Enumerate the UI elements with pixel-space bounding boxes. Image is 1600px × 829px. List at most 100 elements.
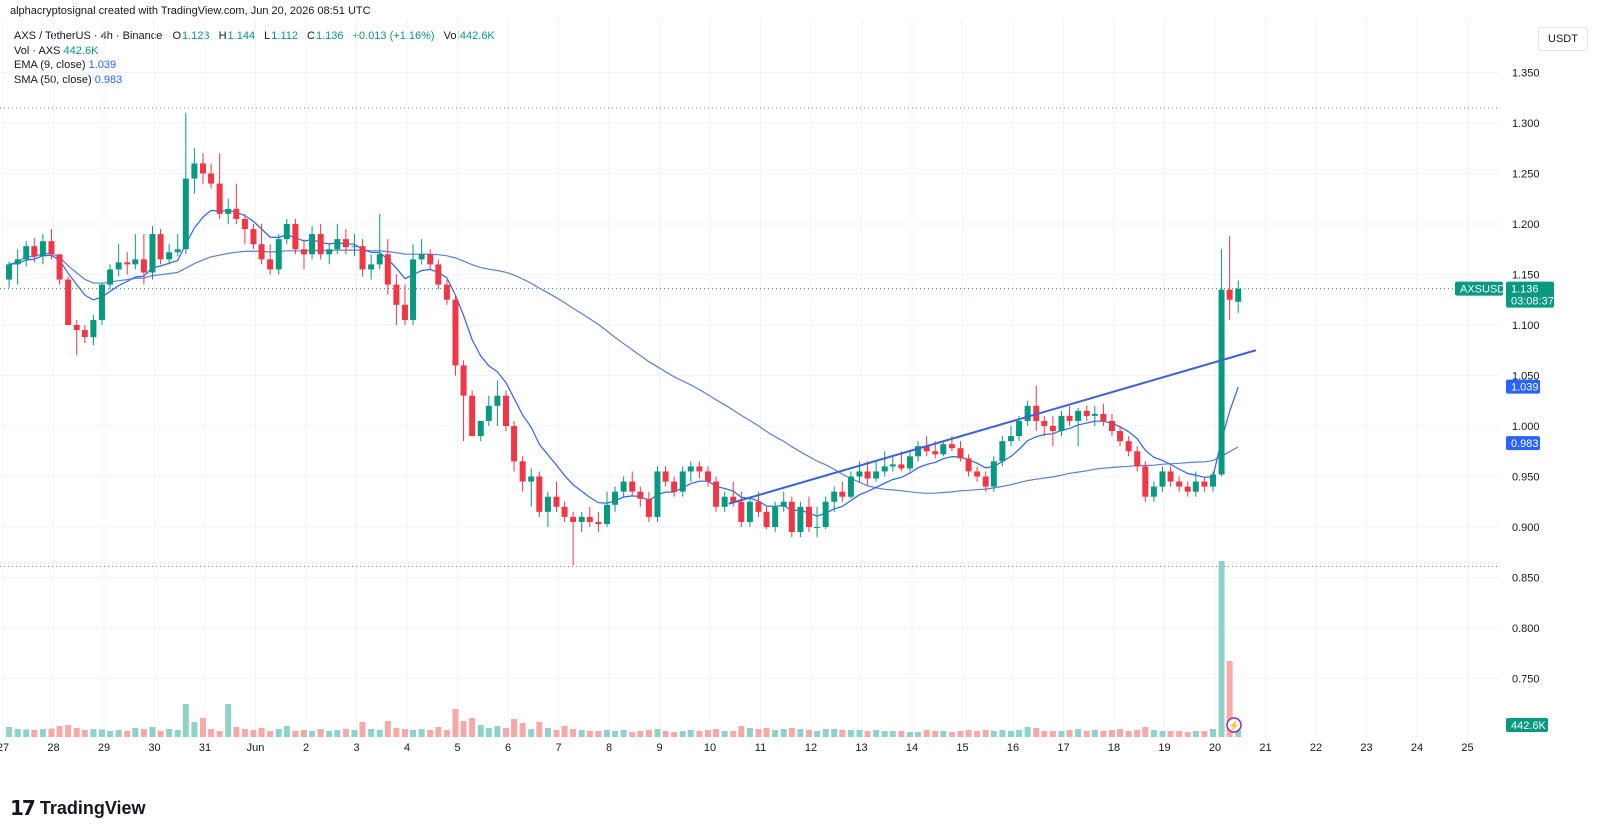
candle-body (578, 516, 585, 522)
sma-tag-bg (1506, 436, 1540, 451)
volume-bar (208, 729, 215, 737)
last-price-tag-bg (1506, 281, 1554, 308)
lightning-badge-icon (1226, 717, 1242, 733)
candle-body (1142, 466, 1149, 497)
volume-bar (1007, 731, 1014, 737)
volume-bar (974, 731, 981, 737)
candle-body (679, 471, 686, 492)
candle-body (452, 299, 459, 366)
candle-body (847, 476, 854, 497)
volume-bar (300, 730, 307, 737)
candle-body (115, 262, 122, 270)
currency-selector[interactable]: USDT (1538, 27, 1588, 51)
time-tick-label: 15 (956, 742, 968, 754)
volume-bar (1091, 730, 1098, 737)
candle-body (586, 516, 593, 522)
time-tick-label: 23 (1360, 742, 1372, 754)
candle-body (166, 252, 173, 260)
volume-bar (671, 732, 678, 737)
volume-bar (629, 732, 636, 737)
volume-bar (1218, 561, 1225, 737)
volume-bar (856, 730, 863, 737)
candle-body (1184, 486, 1191, 492)
volume-bar (199, 718, 206, 737)
time-tick-label: 21 (1259, 742, 1271, 754)
volume-bar (654, 729, 661, 737)
price-tick-label: 1.100 (1512, 320, 1540, 332)
volume-bar (191, 722, 198, 737)
candle-body (1108, 420, 1115, 432)
volume-study-label[interactable]: Vol · AXS (14, 44, 61, 57)
candle-body (965, 458, 972, 472)
ema-study-label[interactable]: EMA (9, close) (14, 59, 86, 71)
price-tick-label: 1.350 (1512, 68, 1540, 80)
high-value: 1.144 (227, 30, 256, 42)
candle-body (898, 464, 905, 469)
symbol-title[interactable]: AXS / TetherUS · 4h · Binance (14, 30, 163, 42)
candle-body (1218, 289, 1225, 475)
moving-averages (8, 209, 1239, 517)
open-value: 1.123 (182, 30, 210, 42)
volume-bar (831, 729, 838, 737)
candle-body (713, 481, 720, 507)
volume-bar (14, 729, 21, 737)
candle-body (620, 481, 627, 492)
time-tick-label: 31 (199, 742, 211, 754)
ema-study-row[interactable]: EMA (9, close) 1.039 (14, 58, 501, 73)
candle-body (216, 183, 223, 214)
candle-body (1024, 405, 1031, 421)
candle-body (384, 254, 391, 285)
volume-study-row[interactable]: Vol · AXS 442.6K (14, 44, 501, 59)
volume-bar (1134, 730, 1141, 737)
volume-bar (427, 730, 434, 737)
time-tick-label: Jun (247, 742, 265, 754)
time-tick-label: 14 (906, 742, 918, 754)
symbol-ohlc-row[interactable]: AXS / TetherUS · 4h · Binance O1.123 H1.… (14, 29, 501, 44)
volume-study-value: 442.6K (63, 44, 99, 57)
volume-bar (149, 727, 156, 737)
time-axis: 2728293031Jun234567891011121314151617181… (0, 742, 1474, 754)
volume-bar (56, 726, 63, 737)
candle-body (873, 471, 880, 479)
volume-bar (553, 730, 560, 737)
sma-study-row[interactable]: SMA (50, close) 0.983 (14, 73, 501, 88)
volume-bar (873, 730, 880, 737)
volume-tag-text: 442.6K (1511, 720, 1547, 732)
price-tick-label: 1.250 (1512, 169, 1540, 181)
volume-bar (401, 729, 408, 737)
price-tick-label: 0.850 (1512, 573, 1540, 585)
volume-bar (443, 730, 450, 737)
volume-bar (755, 729, 762, 737)
volume-bar (730, 731, 737, 737)
volume-bar (6, 727, 13, 737)
candle-body (107, 269, 114, 285)
candle-body (292, 224, 299, 250)
candle-body (889, 464, 896, 467)
sma-study-label[interactable]: SMA (50, close) (14, 73, 92, 86)
volume-bar (368, 729, 375, 737)
tradingview-logo[interactable]: 17 TradingView (10, 796, 146, 820)
high-label: H (218, 30, 227, 42)
volume-bar (351, 730, 358, 737)
volume-bar (435, 727, 442, 737)
candle-body (1167, 471, 1174, 482)
volume-bar (233, 727, 240, 737)
volume-bar (957, 731, 964, 737)
candle-body (957, 448, 964, 459)
volume-bar (915, 732, 922, 737)
volume-bar (157, 731, 164, 737)
price-axis: 0.750 0.800 0.850 0.900 0.950 1.000 1.050 1.100… (1512, 68, 1540, 686)
volume-bar (166, 729, 173, 737)
candle-body (788, 501, 795, 533)
candle-body (418, 254, 425, 260)
candle-body (225, 208, 232, 214)
price-tick-label: 0.950 (1512, 472, 1540, 484)
price-tick-label: 1.200 (1512, 219, 1540, 231)
candle-body (208, 173, 215, 184)
volume-bar (822, 729, 829, 737)
candle-body (250, 229, 257, 245)
tradingview-mark-icon: 17 (10, 796, 36, 820)
volume-bar (502, 728, 509, 737)
chart-credit: alphacryptosignal created with TradingVi… (10, 5, 371, 17)
